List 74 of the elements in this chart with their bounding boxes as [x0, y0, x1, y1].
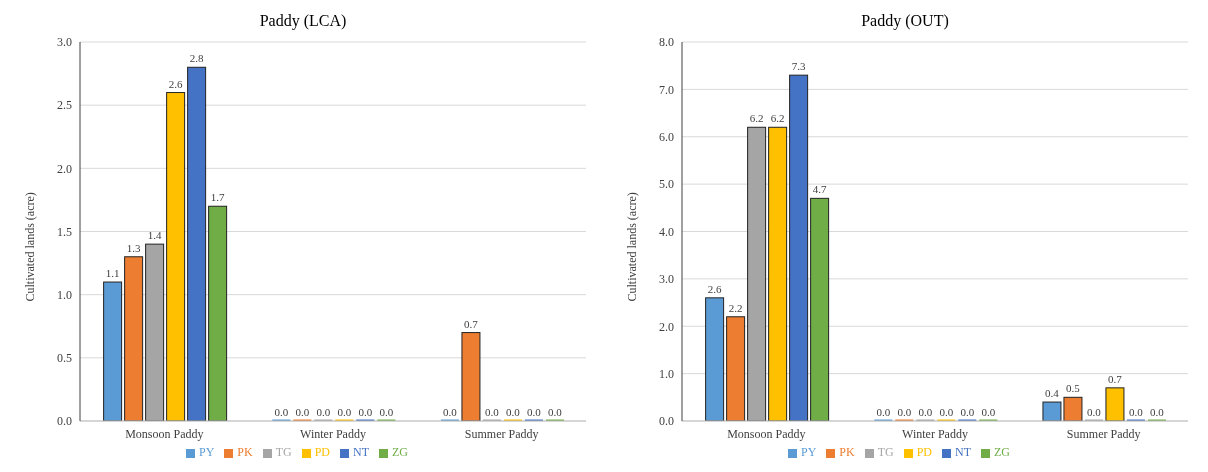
- data-label: 1.1: [105, 267, 120, 280]
- y-tick-label: 3.0: [57, 35, 72, 50]
- data-label: 0.0: [981, 406, 996, 418]
- data-label: 7.3: [791, 60, 806, 73]
- legend-label: PK: [839, 445, 855, 459]
- x-tick-label: Monsoon Paddy: [727, 426, 806, 441]
- data-label: 6.2: [770, 112, 785, 125]
- data-label: 0.0: [1150, 406, 1165, 418]
- data-label: 0.0: [1087, 406, 1102, 418]
- data-label: 0.0: [337, 406, 352, 418]
- data-label: 0.0: [939, 406, 954, 418]
- y-tick-label: 1.5: [57, 224, 72, 239]
- data-label: 0.0: [1129, 406, 1144, 418]
- data-label: 4.7: [812, 183, 827, 196]
- legend-label: PD: [916, 445, 933, 459]
- data-label: 2.2: [728, 301, 743, 314]
- legend-label: PY: [800, 445, 817, 459]
- chart-title: Paddy (OUT): [860, 11, 950, 32]
- data-label: 0.0: [876, 406, 891, 418]
- data-label: 0.0: [527, 406, 542, 418]
- y-tick-label: 5.0: [659, 177, 674, 192]
- chart-title: Paddy (LCA): [258, 11, 348, 32]
- data-label: 6.2: [749, 112, 764, 125]
- legend-label: PY: [198, 445, 215, 459]
- y-tick-label: 0.5: [57, 351, 72, 366]
- data-label: 0.0: [295, 406, 310, 418]
- data-label: 0.0: [316, 406, 331, 418]
- data-label: 2.8: [189, 52, 204, 65]
- y-tick-label: 1.0: [659, 366, 674, 381]
- data-label: 0.0: [443, 406, 458, 418]
- legend-label: PK: [237, 445, 253, 459]
- data-label: 0.0: [548, 406, 563, 418]
- data-label: 0.4: [1045, 387, 1060, 400]
- legend-label: TG: [275, 445, 292, 459]
- x-tick-label: Winter Paddy: [902, 426, 968, 441]
- y-tick-label: 1.0: [57, 287, 72, 302]
- y-axis-title: Cultivated lands (acre): [625, 192, 640, 302]
- x-tick-label: Summer Paddy: [464, 426, 539, 441]
- x-tick-label: Monsoon Paddy: [125, 426, 204, 441]
- legend-label: ZG: [392, 445, 409, 459]
- x-tick-label: Winter Paddy: [300, 426, 366, 441]
- y-axis-title: Cultivated lands (acre): [23, 192, 38, 302]
- legend-label: NT: [353, 445, 370, 459]
- data-label: 1.4: [147, 229, 162, 242]
- data-label: 0.0: [358, 406, 373, 418]
- data-label: 2.6: [707, 282, 722, 295]
- data-label: 0.0: [379, 406, 394, 418]
- legend-label: NT: [955, 445, 972, 459]
- y-tick-label: 0.0: [57, 414, 72, 429]
- data-label: 0.0: [274, 406, 289, 418]
- y-tick-label: 8.0: [659, 35, 674, 50]
- data-label: 1.3: [126, 241, 141, 254]
- y-tick-label: 7.0: [659, 82, 674, 97]
- data-label: 0.7: [464, 317, 479, 330]
- data-label: 0.0: [960, 406, 975, 418]
- y-tick-label: 6.0: [659, 130, 674, 145]
- data-label: 1.7: [210, 191, 225, 204]
- y-tick-label: 2.5: [57, 98, 72, 113]
- x-tick-label: Summer Paddy: [1066, 426, 1141, 441]
- data-label: 0.0: [485, 406, 500, 418]
- y-tick-label: 2.0: [659, 319, 674, 334]
- data-label: 0.0: [918, 406, 933, 418]
- legend-label: TG: [877, 445, 894, 459]
- data-label: 0.7: [1108, 372, 1123, 385]
- data-label: 0.0: [506, 406, 521, 418]
- y-tick-label: 2.0: [57, 161, 72, 176]
- data-label: 0.0: [897, 406, 912, 418]
- y-tick-label: 3.0: [659, 272, 674, 287]
- data-label: 2.6: [168, 77, 183, 90]
- y-tick-label: 4.0: [659, 224, 674, 239]
- data-label: 0.5: [1066, 382, 1081, 395]
- legend-label: ZG: [994, 445, 1011, 459]
- y-tick-label: 0.0: [659, 414, 674, 429]
- legend-label: PD: [314, 445, 331, 459]
